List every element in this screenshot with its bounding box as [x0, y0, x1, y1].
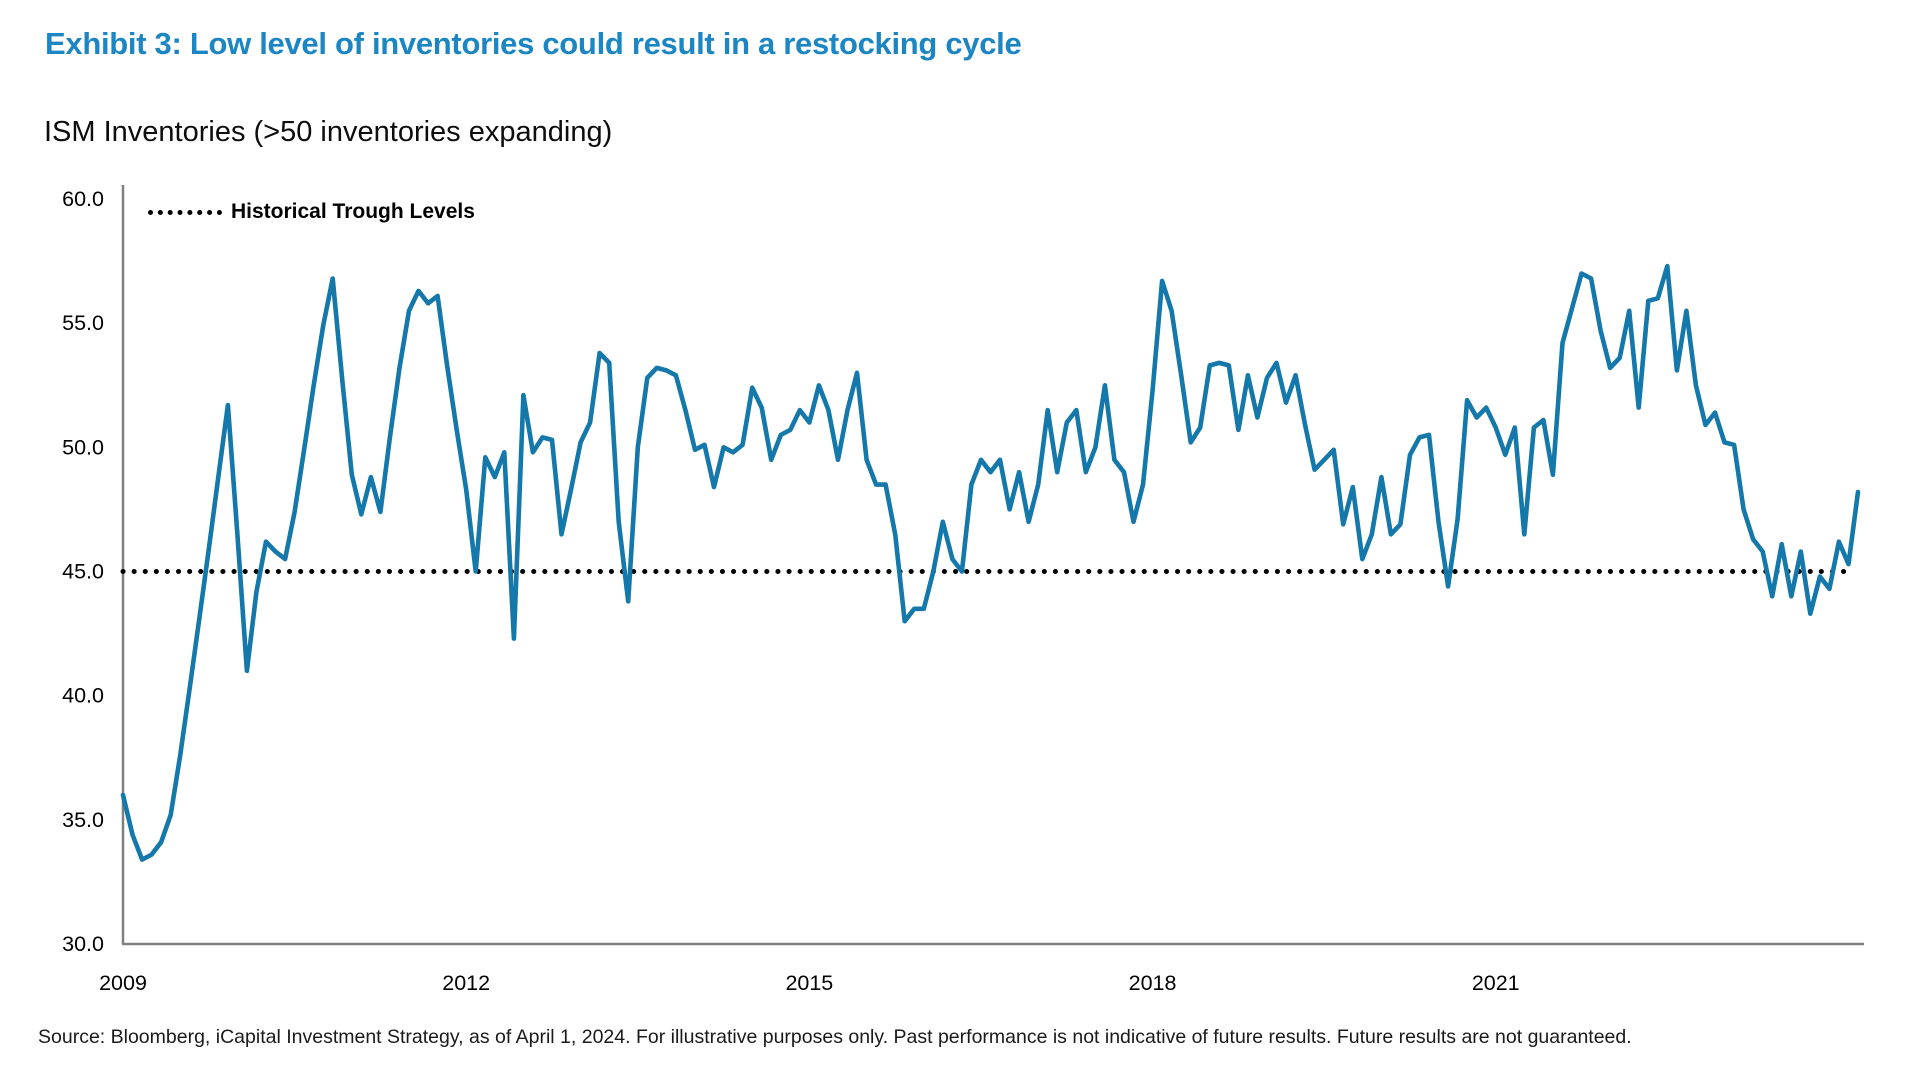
trough-line-swatch-icon [148, 209, 222, 215]
exhibit-title: Exhibit 3: Low level of inventories coul… [45, 26, 1022, 61]
x-tick-label-2015: 2015 [785, 971, 833, 995]
x-tick-label-2021: 2021 [1472, 971, 1520, 995]
y-tick-label-45: 45.0 [62, 560, 104, 584]
source-disclaimer: Source: Bloomberg, iCapital Investment S… [38, 1026, 1632, 1048]
y-tick-label-40: 40.0 [62, 684, 104, 708]
x-tick-label-2012: 2012 [442, 971, 490, 995]
x-tick-label-2009: 2009 [99, 971, 147, 995]
y-tick-label-55: 55.0 [62, 311, 104, 335]
legend-historical-trough: Historical Trough Levels [148, 200, 475, 224]
ism-inventories-line [120, 263, 1861, 862]
chart-subtitle: ISM Inventories (>50 inventories expandi… [44, 116, 613, 148]
y-tick-label-35: 35.0 [62, 808, 104, 832]
x-tick-label-2018: 2018 [1129, 971, 1177, 995]
y-tick-label-50: 50.0 [62, 435, 104, 459]
y-tick-label-60: 60.0 [62, 187, 104, 211]
y-tick-label-30: 30.0 [62, 932, 104, 956]
legend-label: Historical Trough Levels [231, 200, 475, 223]
